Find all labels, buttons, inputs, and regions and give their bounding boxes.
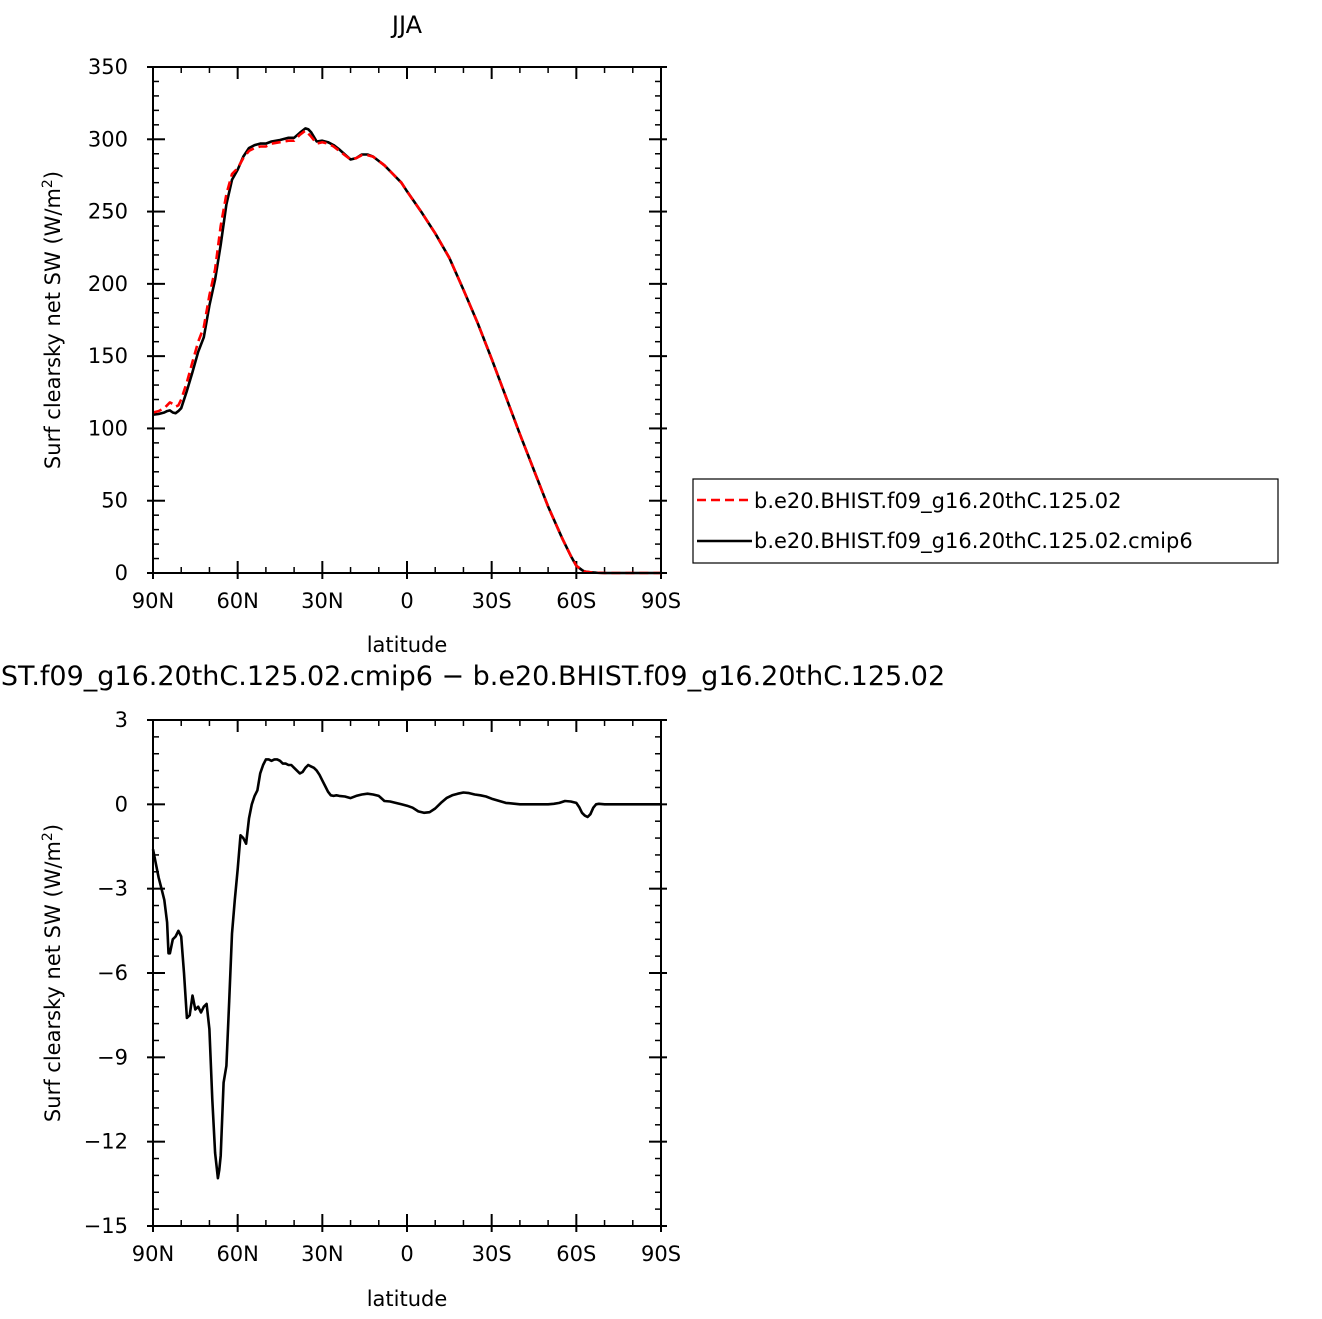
- y-tick-label: 3: [115, 708, 128, 732]
- y-tick-label: 100: [88, 416, 128, 440]
- x-axis-label: latitude: [367, 633, 448, 657]
- chart-title: JJA: [390, 11, 423, 39]
- axis-ticks: [147, 719, 667, 1232]
- x-tick-label: 90N: [132, 1242, 174, 1266]
- y-tick-label: −15: [84, 1214, 128, 1238]
- y-axis-label: Surf clearsky net SW (W/m2): [40, 171, 65, 469]
- series-line-2: [152, 129, 661, 575]
- x-tick-label: 0: [400, 589, 413, 613]
- x-tick-label: 0: [400, 1242, 413, 1266]
- x-tick-label: 60S: [556, 1242, 596, 1266]
- legend-label-series-2: b.e20.BHIST.f09_g16.20thC.125.02.cmip6: [754, 529, 1193, 554]
- legend-box: [692, 478, 1279, 564]
- chart-bottom: b.e20.BHIST.f09_g16.20thC.125.02.cmip6 −…: [0, 661, 945, 1311]
- y-tick-label: 250: [88, 200, 128, 224]
- y-tick-label: 0: [115, 561, 128, 585]
- y-tick-label: 350: [88, 55, 128, 79]
- x-tick-label: 90S: [641, 589, 681, 613]
- x-tick-label: 60N: [216, 1242, 258, 1266]
- y-tick-label: 150: [88, 344, 128, 368]
- x-tick-label: 30S: [472, 589, 512, 613]
- plot-frame: [152, 66, 662, 574]
- x-tick-label: 90N: [132, 589, 174, 613]
- x-axis-label: latitude: [367, 1287, 448, 1311]
- axis-ticks: [147, 66, 667, 579]
- series-layer: [151, 758, 661, 1180]
- x-tick-labels: 90N 60N 30N 0 30S 60S 90S: [132, 1242, 681, 1266]
- difference-chart-title: b.e20.BHIST.f09_g16.20thC.125.02.cmip6 −…: [0, 661, 945, 692]
- y-tick-label: −12: [84, 1130, 128, 1154]
- legend: b.e20.BHIST.f09_g16.20thC.125.02 b.e20.B…: [692, 478, 1279, 564]
- x-tick-label: 60N: [216, 589, 258, 613]
- y-tick-label: 300: [88, 127, 128, 151]
- series-line-1: [152, 127, 661, 575]
- series-layer: [152, 127, 661, 575]
- legend-label-series-1: b.e20.BHIST.f09_g16.20thC.125.02: [754, 489, 1121, 514]
- y-tick-label: −9: [97, 1045, 128, 1069]
- series-line-1: [151, 758, 661, 1180]
- x-tick-labels: 90N 60N 30N 0 30S 60S 90S: [132, 589, 681, 613]
- y-tick-label: −3: [97, 877, 128, 901]
- chart-top: JJA 90N 60N 30N 0 30S 60S 90S 0 50 100 150 200 250 3…: [40, 11, 1279, 657]
- x-tick-label: 60S: [556, 589, 596, 613]
- y-tick-label: 0: [115, 792, 128, 816]
- x-tick-label: 30N: [301, 1242, 343, 1266]
- x-tick-label: 30S: [472, 1242, 512, 1266]
- y-tick-label: −6: [97, 961, 128, 985]
- y-tick-label: 200: [88, 272, 128, 296]
- y-tick-labels: 3 0 −3 −6 −9 −12 −15: [84, 708, 128, 1238]
- x-tick-label: 90S: [641, 1242, 681, 1266]
- x-tick-label: 30N: [301, 589, 343, 613]
- y-tick-labels: 0 50 100 150 200 250 300 350: [88, 55, 128, 585]
- plot-frame: [152, 719, 662, 1227]
- y-tick-label: 50: [101, 489, 128, 513]
- y-axis-label: Surf clearsky net SW (W/m2): [40, 824, 65, 1122]
